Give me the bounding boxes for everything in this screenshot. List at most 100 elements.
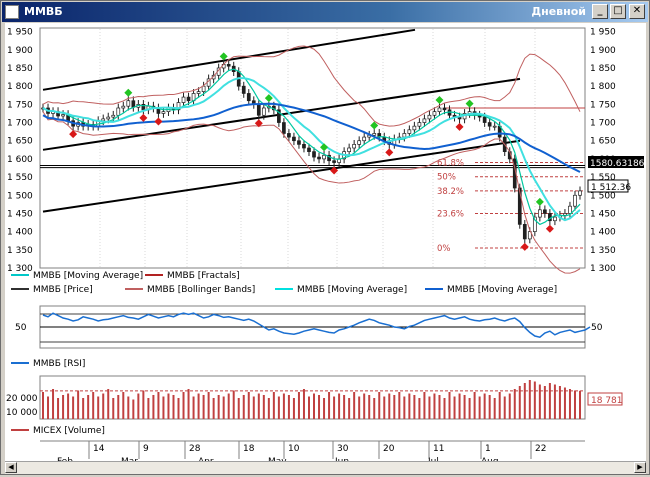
price-tick-left: 1 800 xyxy=(7,82,33,92)
scroll-right-button[interactable]: ▶ xyxy=(634,462,646,473)
time-axis-day-label: 1 xyxy=(485,444,491,454)
candle-body xyxy=(482,116,487,123)
candle-body xyxy=(176,102,181,111)
volume-current-text: 18 781 xyxy=(591,396,623,406)
fib-level-label: 50% xyxy=(437,173,456,183)
candle-body xyxy=(196,91,201,94)
volume-bars xyxy=(40,380,585,419)
horizontal-scrollbar[interactable]: ◀ ▶ xyxy=(5,461,646,474)
price-tick-right: 1 800 xyxy=(590,82,616,92)
fractal-up-marker xyxy=(435,96,444,104)
price-tick-left: 1 300 xyxy=(7,264,33,274)
candle-body xyxy=(527,231,532,240)
candle-body xyxy=(568,205,572,214)
candle-body xyxy=(332,160,336,163)
legend-label: ММВБ [Moving Average] xyxy=(447,285,557,295)
candle-body xyxy=(427,114,432,120)
time-axis-day-label: 22 xyxy=(535,444,546,454)
candle-body xyxy=(106,116,111,120)
candle-body xyxy=(282,122,286,134)
candle-body xyxy=(297,140,301,145)
candle-body xyxy=(312,151,316,158)
fractal-down-marker xyxy=(455,122,464,131)
rsi-line xyxy=(42,312,591,339)
fractal-down-marker xyxy=(69,130,78,139)
time-axis-day-label: 10 xyxy=(288,444,300,454)
rsi-legend-label: ММВБ [RSI] xyxy=(33,359,85,369)
candle-body xyxy=(256,104,261,116)
fractal-down-marker xyxy=(520,242,529,251)
price-tick-right: 1 650 xyxy=(590,137,616,147)
candle-body xyxy=(422,118,427,123)
maximize-button[interactable]: □ xyxy=(610,4,626,19)
fractal-down-marker xyxy=(385,148,394,157)
candle-body xyxy=(241,85,246,94)
candle-body xyxy=(407,129,412,134)
moving-average-fast xyxy=(42,68,581,226)
fib-level-label: 0% xyxy=(437,244,451,254)
time-axis-day-label: 14 xyxy=(93,444,105,454)
close-button[interactable]: ✕ xyxy=(629,4,645,19)
window-title: ММВБ xyxy=(24,5,63,18)
moving-average-slow xyxy=(42,102,581,173)
candle-body xyxy=(538,209,542,218)
support-price-text: 1580.63186 xyxy=(590,159,645,169)
price-tick-left: 1 550 xyxy=(7,173,33,183)
time-axis-day-label: 30 xyxy=(337,444,349,454)
candle-body xyxy=(372,133,377,136)
price-legend: ММВБ [Moving Average] ММВБ [Fractals] ММВБ… xyxy=(11,271,557,295)
minimize-button[interactable]: _ xyxy=(592,4,608,19)
candle-body xyxy=(322,154,326,160)
legend-label: ММВБ [Bollinger Bands] xyxy=(147,285,255,295)
candle-body xyxy=(417,122,422,127)
title-bar[interactable]: ММВБ Дневной _ □ ✕ xyxy=(2,2,648,22)
fractal-markers xyxy=(69,52,554,251)
fractal-down-marker xyxy=(330,166,339,175)
volume-current-badge xyxy=(587,392,623,406)
candle-body xyxy=(161,111,166,114)
candle-body xyxy=(101,118,106,122)
current-price-text: 1 512.36 xyxy=(591,183,631,193)
candle-body xyxy=(186,96,191,102)
price-tick-right: 1 750 xyxy=(590,100,616,110)
fractal-down-marker xyxy=(254,119,263,128)
price-tick-right: 1 900 xyxy=(590,46,616,56)
price-panel[interactable] xyxy=(39,27,586,269)
chart-app-icon xyxy=(5,5,19,19)
volume-panel[interactable] xyxy=(39,375,586,420)
time-axis-day-label: 20 xyxy=(383,444,395,454)
price-tick-left: 1 900 xyxy=(7,46,33,56)
price-tick-left: 1 850 xyxy=(7,64,33,74)
time-axis-day-label: 18 xyxy=(243,444,255,454)
candle-body xyxy=(307,147,311,152)
time-axis-day-label: 9 xyxy=(143,444,149,454)
moving-average-medium xyxy=(42,77,581,222)
current-price-badge xyxy=(587,179,629,193)
legend-label: ММВБ [Moving Average] xyxy=(33,271,143,281)
candle-body xyxy=(442,107,447,111)
price-tick-left: 1 400 xyxy=(7,228,33,238)
candle-body xyxy=(226,64,231,67)
price-tick-left: 1 700 xyxy=(7,119,33,129)
rsi-right-tick: 50 xyxy=(591,323,603,333)
fractal-up-marker xyxy=(370,121,379,130)
price-tick-right: 1 400 xyxy=(590,228,616,238)
candle-body xyxy=(573,194,577,207)
support-price-badge xyxy=(588,156,644,168)
chart-area[interactable]: 1 950 1 950 1 900 1 900 1 850 1 850 1 800 1 800… xyxy=(5,23,646,473)
scroll-left-button[interactable]: ◀ xyxy=(5,462,17,473)
time-axis-day-label: 28 xyxy=(189,444,201,454)
fib-level-label: 38.2% xyxy=(437,187,464,197)
fractal-up-marker xyxy=(219,52,228,61)
candle-body xyxy=(563,213,567,216)
candle-body xyxy=(277,109,281,123)
price-tick-left: 1 350 xyxy=(7,246,33,256)
legend-label: ММВБ [Price] xyxy=(33,285,93,295)
candle-body xyxy=(432,111,437,116)
candle-body xyxy=(261,107,266,116)
price-tick-left: 1 650 xyxy=(7,137,33,147)
price-tick-right: 1 300 xyxy=(590,264,616,274)
fractal-up-marker xyxy=(535,197,544,206)
candle-body xyxy=(116,107,121,116)
